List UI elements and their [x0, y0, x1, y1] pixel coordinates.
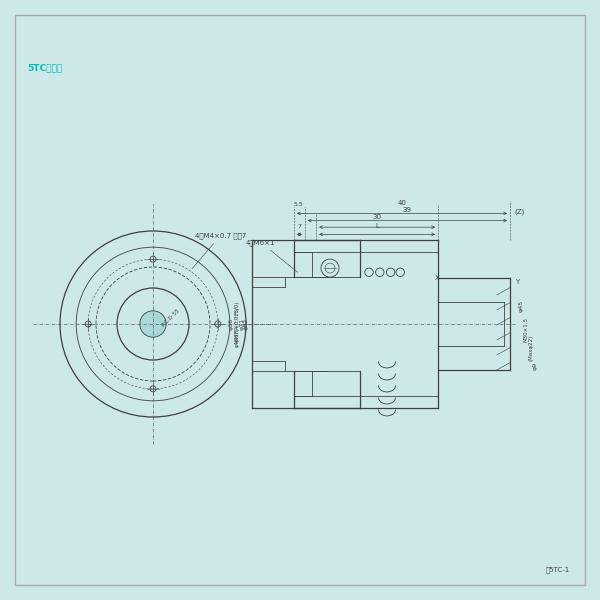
Text: φ9: φ9 [533, 362, 538, 370]
Text: 4－M6×1: 4－M6×1 [246, 239, 298, 272]
Text: 5.5: 5.5 [294, 202, 304, 206]
Text: P.C.D 55: P.C.D 55 [161, 308, 181, 328]
Text: 図5TC-1: 図5TC-1 [546, 566, 570, 573]
Text: (Z): (Z) [515, 208, 525, 215]
Text: φ46H7(+0.025/0): φ46H7(+0.025/0) [235, 301, 239, 347]
Text: φ71: φ71 [239, 318, 244, 330]
Text: 7: 7 [298, 224, 301, 229]
Text: φ82: φ82 [244, 318, 249, 330]
Text: φ45: φ45 [518, 299, 523, 312]
Text: (Maxφ22): (Maxφ22) [528, 335, 533, 361]
Text: X: X [435, 275, 440, 281]
Text: L: L [375, 223, 379, 229]
Text: 30: 30 [373, 214, 382, 220]
Text: 4－M4×0.7 深サ7: 4－M4×0.7 深サ7 [192, 232, 247, 269]
Circle shape [140, 311, 166, 337]
Text: 5TC寸法図: 5TC寸法図 [27, 63, 62, 72]
Text: M30×1.5: M30×1.5 [523, 317, 528, 343]
Text: φ46H7(⁺⁰˙⁰²⁵₀): φ46H7(⁺⁰˙⁰²⁵₀) [235, 307, 239, 341]
Text: Y: Y [515, 279, 519, 285]
Text: 39: 39 [403, 208, 412, 214]
Text: 40: 40 [398, 200, 406, 206]
Text: φ36: φ36 [229, 318, 234, 330]
